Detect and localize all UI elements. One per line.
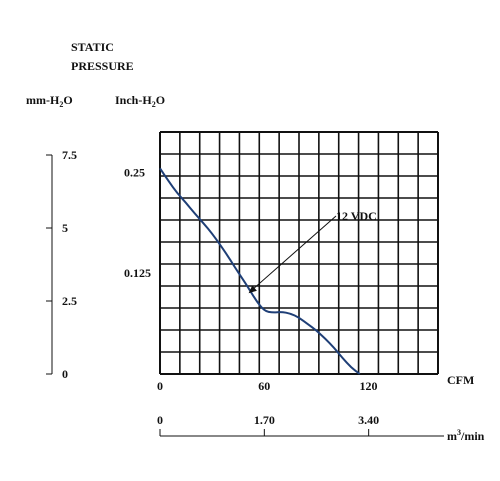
m3-per-min-unit-label: m3/min: [447, 428, 485, 443]
m3-axis-tick-label: 1.70: [254, 413, 275, 427]
cfm-tick-labels: 0 60 120: [157, 379, 378, 393]
mm-axis-tick-label: 7.5: [62, 148, 77, 162]
annotation-leader-line: [251, 215, 337, 291]
cfm-tick-label: 60: [258, 379, 270, 393]
cfm-tick-label: 0: [157, 379, 163, 393]
mm-h2o-unit-label: mm-H2O: [26, 93, 73, 109]
inch-axis-tick-label: 0.25: [124, 165, 145, 179]
inch-h2o-tick-labels: 0.25 0.125: [124, 165, 151, 280]
inch-axis-tick-label: 0.125: [124, 266, 151, 280]
mm-axis-tick-label: 0: [62, 367, 68, 381]
m3-axis-tick-label: 0: [157, 413, 163, 427]
m3-per-min-axis: 0 1.70 3.40: [157, 413, 444, 437]
mm-h2o-axis: 7.5 5 2.5 0: [46, 148, 77, 381]
annotation-label: 12 VDC: [336, 209, 377, 223]
inch-h2o-unit-label: Inch-H2O: [115, 93, 165, 109]
chart-grid: [159, 131, 439, 375]
mm-axis-tick-label: 2.5: [62, 294, 77, 308]
chart-title-line1: STATIC: [71, 40, 114, 54]
cfm-axis-label: CFM: [447, 373, 474, 387]
cfm-tick-label: 120: [360, 379, 378, 393]
series-line-12vdc: [159, 167, 361, 375]
m3-axis-tick-label: 3.40: [358, 413, 379, 427]
chart-title-line2: PRESSURE: [71, 59, 134, 73]
annotation-arrowhead: [248, 285, 257, 294]
mm-axis-tick-label: 5: [62, 221, 68, 235]
